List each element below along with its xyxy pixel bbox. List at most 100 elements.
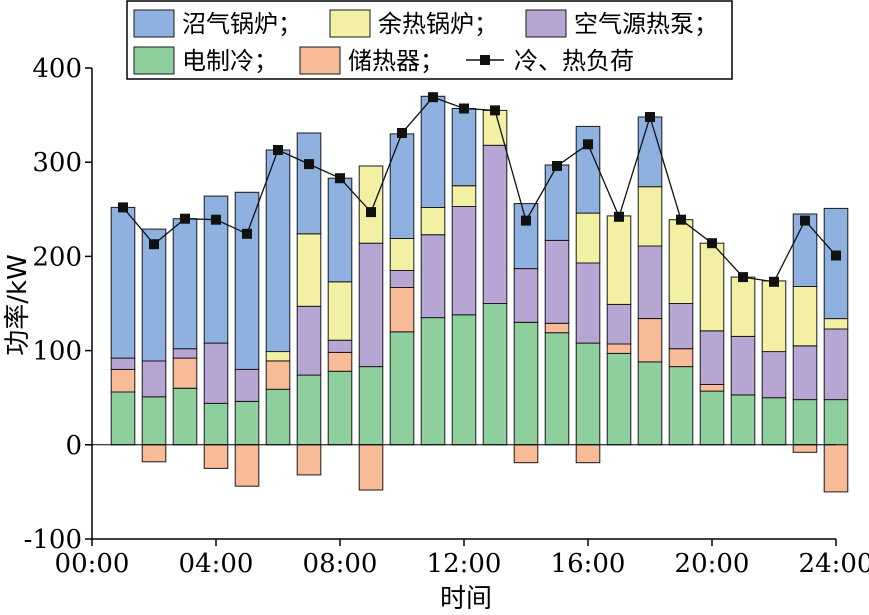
bar-segment-h8-s1 bbox=[327, 352, 353, 372]
bar-segment-h10-s3 bbox=[389, 238, 415, 271]
bar-segment-h8-s2 bbox=[327, 339, 353, 353]
y-tick-label: 100 bbox=[32, 337, 82, 367]
bar-segment-h23-s3 bbox=[792, 286, 818, 347]
bar-segment-h5-s0 bbox=[234, 401, 260, 446]
load-marker-h2 bbox=[149, 239, 159, 250]
bar-segment-h17-s0 bbox=[606, 352, 632, 446]
bar-segment-h24-s3 bbox=[823, 318, 849, 330]
bar-segment-h3-s0 bbox=[172, 387, 198, 446]
legend-swatch-load-marker bbox=[480, 55, 490, 65]
bar-segment-h15-s4 bbox=[544, 164, 570, 241]
load-marker-h6 bbox=[273, 145, 283, 155]
bar-segment-h16-s2 bbox=[575, 262, 601, 344]
load-line bbox=[122, 96, 837, 283]
bar-segment-h4-s4 bbox=[203, 195, 229, 344]
bar-segment-h10-s1 bbox=[389, 287, 415, 333]
bar-segment-h2-s0 bbox=[141, 396, 167, 446]
load-marker-h16 bbox=[583, 139, 593, 150]
load-marker-h18 bbox=[645, 112, 655, 122]
load-marker-h9 bbox=[366, 207, 376, 218]
y-tick-label: 0 bbox=[65, 431, 82, 461]
bar-segment-h16-s0 bbox=[575, 342, 601, 446]
bar-segment-h19-s3 bbox=[668, 219, 694, 304]
bar-segment-h14-s4 bbox=[513, 203, 539, 270]
bar-segment-h15-s0 bbox=[544, 332, 570, 446]
x-tick-label: 24:00 bbox=[799, 549, 869, 579]
load-marker-h3 bbox=[180, 213, 190, 224]
bar-segment-h5-s4 bbox=[234, 191, 260, 370]
bar-segment-h16-s1 bbox=[575, 444, 601, 464]
bar-segment-h17-s3 bbox=[606, 215, 632, 305]
load-marker-h1 bbox=[118, 202, 128, 213]
bar-segment-h14-s1 bbox=[513, 444, 539, 464]
legend-label-0-0: 沼气锅炉； bbox=[182, 10, 302, 38]
bar-segment-h14-s0 bbox=[513, 321, 539, 446]
x-tick-label: 20:00 bbox=[675, 549, 750, 579]
bar-segment-h23-s0 bbox=[792, 399, 818, 446]
bar-segment-h9-s0 bbox=[358, 366, 384, 446]
bar-segment-h4-s0 bbox=[203, 402, 229, 446]
y-tick-label: 400 bbox=[32, 54, 82, 84]
legend-swatch-0-1 bbox=[329, 9, 371, 38]
bar-segment-h17-s1 bbox=[606, 343, 632, 354]
y-tick-label: -100 bbox=[24, 525, 82, 555]
bar-segment-h14-s2 bbox=[513, 268, 539, 323]
legend-label-1-2: 冷、热负荷 bbox=[514, 47, 634, 75]
bar-segment-h21-s0 bbox=[730, 394, 756, 446]
bar-segment-h15-s2 bbox=[544, 239, 570, 324]
bar-segment-h10-s2 bbox=[389, 270, 415, 288]
bar-segment-h13-s2 bbox=[482, 144, 508, 304]
load-marker-h22 bbox=[769, 276, 779, 287]
bar-segment-h24-s1 bbox=[823, 444, 849, 493]
bar-segment-h18-s3 bbox=[637, 186, 663, 247]
bar-segment-h2-s4 bbox=[141, 228, 167, 362]
load-marker-h12 bbox=[459, 103, 469, 114]
legend-swatch-1-0 bbox=[133, 46, 175, 75]
bar-segment-h20-s0 bbox=[699, 390, 725, 446]
bar-segment-h8-s3 bbox=[327, 281, 353, 341]
bar-segment-h18-s1 bbox=[637, 318, 663, 363]
bar-segment-h16-s3 bbox=[575, 212, 601, 264]
bar-segment-h12-s3 bbox=[451, 185, 477, 208]
x-tick-label: 00:00 bbox=[55, 549, 130, 579]
bar-segment-h4-s2 bbox=[203, 342, 229, 404]
load-marker-h20 bbox=[707, 238, 717, 249]
bar-segment-h1-s2 bbox=[110, 357, 136, 370]
x-axis-label: 时间 bbox=[440, 584, 492, 614]
bar-segment-h19-s2 bbox=[668, 303, 694, 350]
axes-group: -100 0 100 200 300 400 00:00 04:00 08:00 12:00 16:… bbox=[24, 54, 869, 579]
bar-segment-h6-s3 bbox=[265, 351, 291, 362]
bar-segment-h11-s3 bbox=[420, 206, 446, 236]
bar-segment-h3-s2 bbox=[172, 348, 198, 359]
bar-segment-h7-s4 bbox=[296, 132, 322, 235]
bar-segment-h23-s1 bbox=[792, 444, 818, 453]
load-line-group bbox=[118, 92, 841, 287]
x-tick-label: 16:00 bbox=[551, 549, 626, 579]
y-tick-label: 200 bbox=[32, 242, 82, 272]
bar-segment-h12-s0 bbox=[451, 314, 477, 446]
load-marker-h7 bbox=[304, 159, 314, 170]
bar-segment-h23-s2 bbox=[792, 345, 818, 401]
bar-segment-h11-s0 bbox=[420, 317, 446, 446]
y-tick-label: 300 bbox=[32, 148, 82, 178]
load-marker-h8 bbox=[335, 173, 345, 184]
bar-segment-h15-s1 bbox=[544, 322, 570, 334]
bar-segment-h22-s2 bbox=[761, 351, 787, 399]
bar-segment-h18-s2 bbox=[637, 245, 663, 319]
legend: 沼气锅炉； 余热锅炉； 空气源热泵； 电制冷； 储热器； 冷、热负荷 bbox=[126, 0, 733, 80]
legend-label-0-2: 空气源热泵； bbox=[574, 10, 718, 38]
bars-group bbox=[110, 95, 849, 493]
bar-segment-h7-s2 bbox=[296, 305, 322, 376]
bar-segment-h6-s4 bbox=[265, 149, 291, 353]
legend-label-0-1: 余热锅炉； bbox=[378, 10, 498, 38]
bar-segment-h22-s0 bbox=[761, 397, 787, 446]
load-marker-h24 bbox=[831, 250, 841, 261]
x-tick-label: 08:00 bbox=[303, 549, 378, 579]
bar-segment-h11-s4 bbox=[420, 95, 446, 208]
legend-label-1-0: 电制冷； bbox=[182, 47, 278, 75]
bar-segment-h9-s1 bbox=[358, 444, 384, 491]
bar-segment-h12-s4 bbox=[451, 108, 477, 187]
bar-segment-h2-s2 bbox=[141, 360, 167, 398]
load-marker-h4 bbox=[211, 214, 221, 225]
